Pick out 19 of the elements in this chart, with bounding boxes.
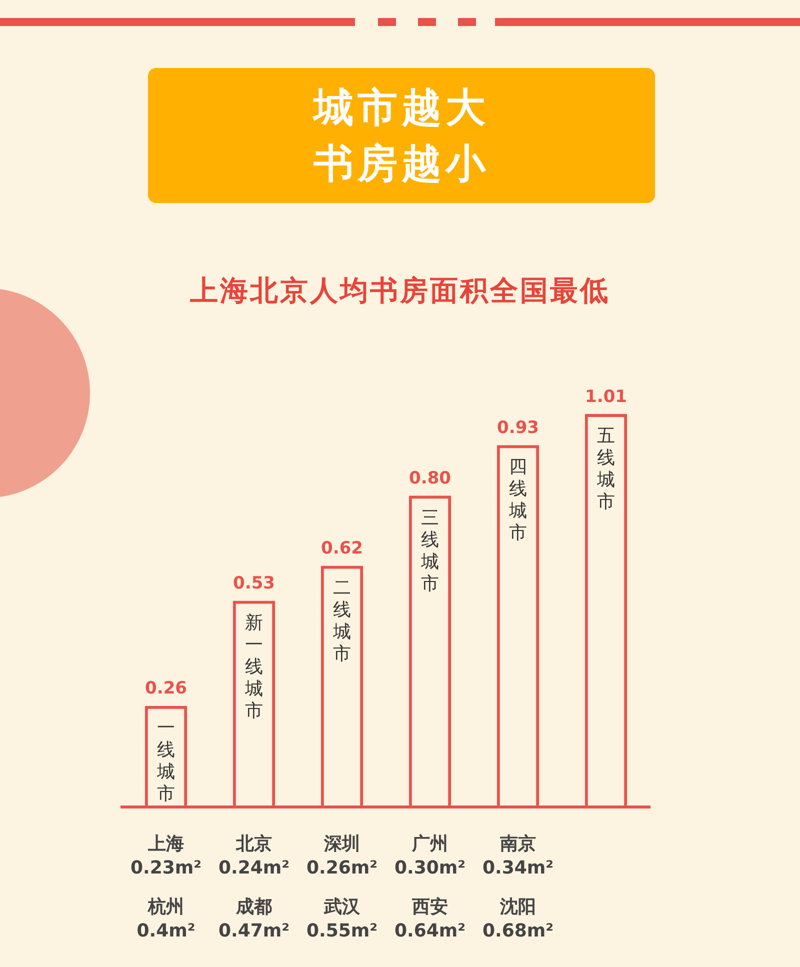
text: 上海 0.23m² 杭州 0.4m² bbox=[130, 834, 202, 942]
text: 深圳 0.26m² 武汉 0.55m² bbox=[306, 834, 378, 942]
data-label: 0.53 bbox=[233, 574, 275, 594]
x-tick-label: 二线城市 bbox=[332, 577, 351, 664]
x-tick-label: 三线城市 bbox=[420, 507, 439, 594]
chart-title: 城市越大书房越小 bbox=[311, 84, 490, 189]
chart-subtitle: 上海北京人均书房面积全国最低 bbox=[189, 273, 611, 309]
data-label: 0.93 bbox=[497, 418, 539, 438]
data-label: 0.26 bbox=[145, 678, 187, 699]
x-tick-label: 一线城市 bbox=[156, 717, 175, 804]
text: 北京 0.24m² 成都 0.47m² bbox=[218, 834, 290, 942]
data-label: 1.01 bbox=[585, 386, 627, 407]
x-tick-label: 四线城市 bbox=[508, 456, 527, 544]
x-tick-label: 新一线城市 bbox=[244, 612, 263, 722]
text: 广州 0.30m² 西安 0.64m² bbox=[394, 834, 466, 942]
x-tick-label: 五线城市 bbox=[596, 426, 615, 513]
data-label: 0.80 bbox=[409, 468, 452, 489]
data-label: 0.62 bbox=[321, 538, 363, 559]
text: 南京 0.34m² 沈阳 0.68m² bbox=[482, 834, 554, 942]
